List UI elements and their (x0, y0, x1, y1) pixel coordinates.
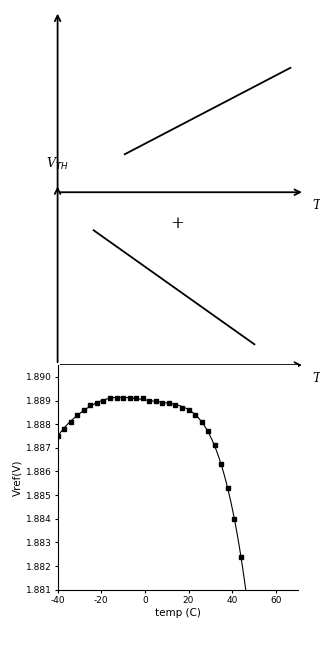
X-axis label: temp (C): temp (C) (155, 608, 201, 618)
Text: +: + (171, 215, 185, 232)
Text: T: T (312, 372, 320, 385)
Text: V$_{TH}$: V$_{TH}$ (45, 156, 68, 172)
Y-axis label: Vref(V): Vref(V) (13, 459, 23, 496)
Text: T: T (312, 199, 320, 212)
Text: =: = (171, 388, 185, 404)
